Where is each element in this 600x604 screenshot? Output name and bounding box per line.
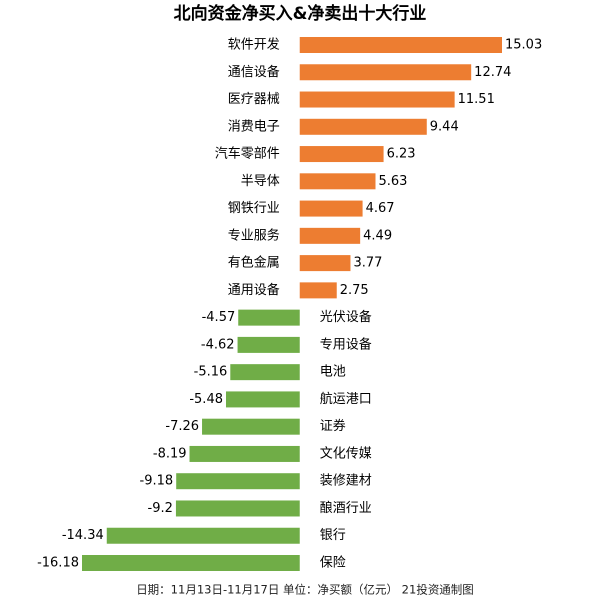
category-label: 装修建材 [320, 474, 372, 489]
chart-note: 日期：11月13日-11月17日 单位：净买额（亿元） 21投资通制图 [136, 583, 474, 597]
value-label: -16.18 [37, 556, 79, 571]
bar [299, 282, 337, 299]
value-label: 9.44 [430, 119, 459, 134]
category-label: 证券 [320, 418, 346, 434]
category-label: 酿酒行业 [320, 500, 372, 516]
bar [202, 418, 300, 435]
bar [189, 445, 300, 462]
value-label: -4.62 [201, 337, 235, 352]
bar [82, 555, 300, 571]
bar [299, 37, 502, 53]
category-label: 通用设备 [228, 282, 280, 298]
category-label: 汽车零部件 [215, 146, 280, 162]
value-label: -7.26 [165, 419, 199, 434]
category-label: 航运港口 [320, 391, 372, 407]
value-label: -9.2 [148, 501, 173, 516]
category-label: 钢铁行业 [228, 201, 280, 216]
category-label: 消费电子 [228, 119, 280, 134]
value-label: 12.74 [474, 65, 511, 80]
category-label: 通信设备 [228, 64, 280, 80]
bar [299, 146, 384, 163]
bar [230, 364, 300, 381]
category-label: 专业服务 [228, 227, 280, 243]
value-label: 11.51 [458, 92, 495, 107]
bar [299, 91, 455, 108]
value-label: 3.77 [353, 256, 382, 271]
category-label: 保险 [320, 556, 346, 571]
category-label: 专用设备 [320, 336, 372, 352]
bar [299, 255, 351, 272]
value-label: 6.23 [387, 147, 416, 162]
value-label: 4.67 [366, 201, 395, 216]
bar [299, 227, 361, 244]
bar [299, 118, 427, 135]
bar [176, 473, 300, 490]
category-label: 电池 [320, 365, 346, 380]
bar [299, 200, 363, 217]
bar [238, 309, 300, 326]
value-label: 5.63 [379, 174, 408, 189]
value-label: -5.16 [194, 365, 228, 380]
value-label: 2.75 [340, 283, 369, 298]
value-label: -14.34 [62, 528, 104, 543]
bar [106, 527, 300, 544]
value-label: -9.18 [140, 474, 174, 489]
category-label: 软件开发 [228, 37, 280, 53]
bar [225, 391, 300, 408]
bar [237, 336, 300, 353]
category-label: 文化传媒 [320, 446, 372, 461]
category-label: 光伏设备 [320, 309, 372, 325]
bar [299, 64, 472, 81]
category-label: 有色金属 [228, 255, 280, 271]
category-label: 医疗器械 [228, 92, 280, 107]
value-label: -5.48 [189, 392, 223, 407]
chart-title: 北向资金净买入&净卖出十大行业 [174, 3, 427, 24]
value-label: -8.19 [153, 446, 187, 461]
bar [299, 173, 376, 190]
category-label: 半导体 [241, 174, 280, 189]
category-label: 银行 [320, 528, 346, 543]
value-label: -4.57 [202, 310, 236, 325]
value-label: 15.03 [505, 38, 542, 53]
bar [175, 500, 300, 517]
value-label: 4.49 [363, 228, 392, 243]
